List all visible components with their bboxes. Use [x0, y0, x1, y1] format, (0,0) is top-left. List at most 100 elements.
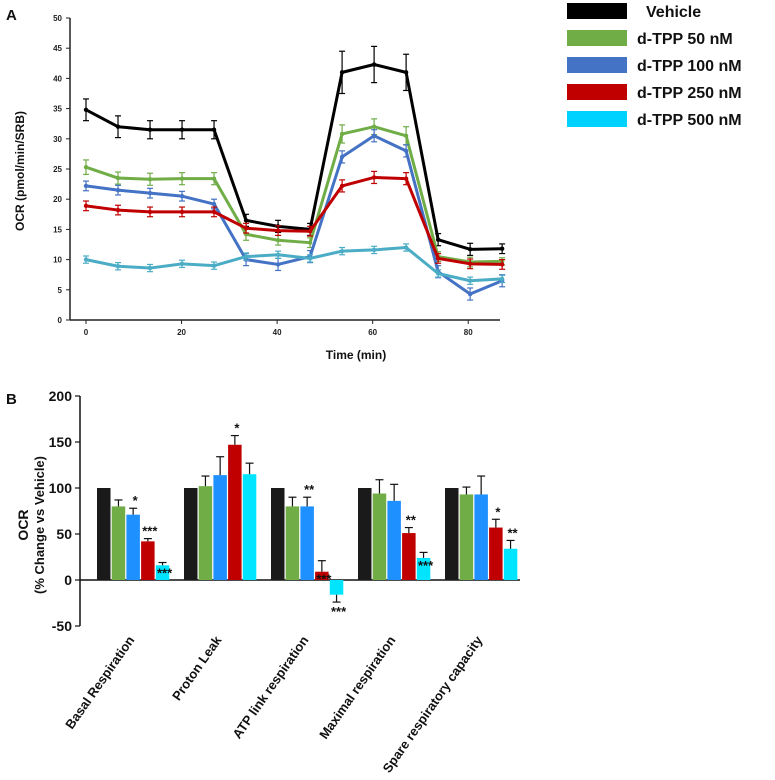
data-point [115, 264, 121, 269]
panel-a-y-axis-label: OCR (pmol/min/SRB) [13, 111, 27, 231]
panel-b-y-tick-label: 50 [56, 526, 72, 542]
panel-b-y-tick-label: 200 [49, 388, 73, 404]
significance-label: * [495, 504, 501, 519]
legend-item: d-TPP 100 nM [567, 57, 742, 75]
significance-label: *** [316, 572, 332, 587]
data-point [339, 154, 345, 160]
series-line [85, 63, 503, 251]
panel-a-line-chart: 0 5 10 15 20 25 30 35 40 45 50 0 20 40 60 80 OCR (pmol… [13, 3, 742, 362]
panel-a-y-tick-label: 0 [58, 316, 63, 325]
data-point [179, 127, 185, 132]
significance-label: * [133, 493, 139, 508]
bar [402, 533, 416, 580]
data-point [435, 256, 441, 261]
bar [329, 580, 344, 595]
bar [372, 493, 387, 580]
panel-b-bars: ************************ [97, 421, 519, 619]
legend-swatch [567, 30, 627, 46]
panel-a-y-tick-label: 30 [53, 135, 62, 144]
data-point [211, 176, 217, 181]
panel-b-y-tick-label: 0 [64, 572, 72, 588]
bar [126, 514, 140, 580]
data-point [275, 228, 281, 233]
data-point [371, 175, 377, 180]
bar [242, 474, 257, 580]
data-point [435, 271, 441, 276]
panel-b-y-tick-label: -50 [52, 618, 72, 634]
legend-swatch [567, 111, 627, 127]
bar-group-basal-respiration: ******* [97, 488, 173, 580]
bar [474, 494, 488, 580]
data-point [371, 247, 377, 253]
data-point [403, 148, 409, 154]
series-line [85, 125, 503, 264]
bar [358, 488, 372, 580]
legend-label: d-TPP 500 nM [637, 112, 742, 129]
panel-a-x-axis-label: Time (min) [326, 348, 386, 362]
data-point [371, 133, 377, 138]
data-point [307, 240, 313, 245]
significance-label: ** [406, 513, 417, 528]
data-point [115, 187, 121, 193]
significance-label: * [234, 421, 240, 436]
data-point [467, 261, 473, 267]
series-line [85, 175, 503, 266]
panel-a-y-ticks: 0 5 10 15 20 25 30 35 40 45 50 [53, 14, 70, 325]
significance-label: *** [142, 524, 158, 539]
bar [445, 488, 459, 580]
series-d-tpp-250-nm [83, 170, 506, 270]
data-point [275, 238, 281, 243]
data-point [371, 62, 377, 67]
panel-a-y-tick-label: 40 [53, 74, 62, 83]
data-point [179, 176, 185, 181]
data-point [147, 190, 153, 196]
panel-a-x-tick-label: 80 [464, 328, 473, 337]
panel-b-y-axis-label-line2: (% Change vs Vehicle) [32, 456, 47, 594]
data-point [275, 262, 281, 267]
data-point [403, 176, 409, 181]
panel-a-y-tick-label: 20 [53, 195, 62, 204]
data-point [147, 209, 153, 215]
significance-label: ** [304, 482, 315, 497]
panel-a-legend: Vehicle d-TPP 50 nM d-TPP 100 nM d-TPP 250 … [567, 3, 742, 129]
data-point [147, 127, 153, 132]
legend-label: Vehicle [646, 4, 701, 21]
data-point [403, 70, 409, 75]
data-point [307, 256, 313, 261]
bar [141, 541, 155, 580]
panel-b-category-labels: Basal Respiration Proton Leak ATP link res… [62, 632, 486, 775]
data-point [147, 265, 153, 271]
bar [198, 486, 213, 580]
legend-label: d-TPP 50 nM [637, 31, 733, 48]
data-point [403, 133, 409, 138]
panel-a-x-tick-label: 40 [273, 328, 282, 337]
panel-a-x-tick-label: 20 [177, 328, 186, 337]
bar-group-atp-link-respiration: ******** [271, 482, 347, 619]
data-point [499, 246, 505, 251]
significance-label: ** [507, 525, 518, 540]
bar [459, 494, 474, 580]
bar [184, 488, 198, 580]
data-point [467, 278, 473, 283]
series-d-tpp-500-nm [83, 243, 506, 285]
data-point [179, 261, 185, 267]
data-point [499, 276, 505, 282]
bar-group-spare-respiratory-capacity: *** [445, 475, 519, 580]
data-point [115, 207, 121, 213]
data-point [211, 209, 217, 215]
legend-item: d-TPP 250 nM [567, 84, 742, 102]
category-label: Proton Leak [169, 632, 225, 703]
bar [228, 444, 242, 580]
significance-label: *** [418, 558, 434, 573]
bar-group-proton-leak: * [184, 421, 257, 580]
data-point [83, 107, 89, 113]
panel-a-y-tick-label: 25 [53, 165, 62, 174]
panel-a-y-tick-label: 50 [53, 14, 62, 23]
bar [416, 557, 431, 580]
legend-item: d-TPP 500 nM [567, 111, 742, 129]
panel-a-y-tick-label: 35 [53, 105, 62, 114]
data-point [211, 201, 217, 207]
series-line [85, 134, 503, 296]
bar [155, 565, 170, 580]
